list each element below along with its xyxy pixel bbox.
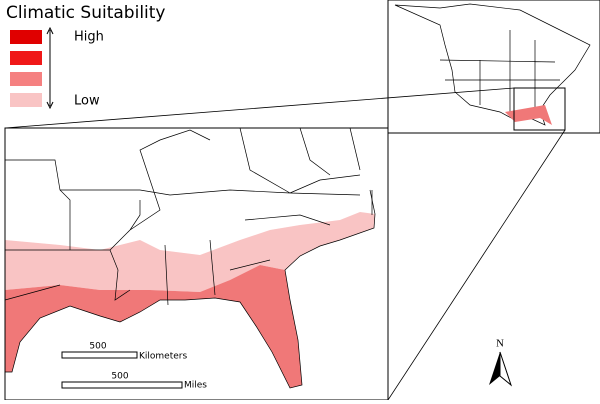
north-arrow-right bbox=[499, 351, 513, 387]
legend-title: Climatic Suitability bbox=[6, 3, 166, 23]
legend: Climatic Suitability High Low bbox=[0, 0, 170, 112]
legend-swatch bbox=[10, 30, 42, 44]
state-boundaries bbox=[4, 127, 373, 306]
north-arrow: N bbox=[489, 338, 513, 387]
legend-high-label: High bbox=[74, 30, 104, 45]
inset-suitability-region bbox=[505, 105, 552, 125]
legend-swatch bbox=[10, 72, 42, 86]
scale-unit: Miles bbox=[184, 381, 207, 391]
scale-value: 500 bbox=[89, 342, 106, 352]
scale-bar bbox=[61, 381, 183, 389]
leader-line bbox=[4, 87, 515, 129]
inset-map bbox=[387, 0, 600, 134]
legend-low-label: Low bbox=[74, 94, 100, 109]
inset-extent-box bbox=[513, 87, 566, 131]
scale-value: 500 bbox=[111, 372, 128, 382]
high-suitability-region bbox=[5, 265, 302, 388]
low-suitability-region bbox=[5, 212, 375, 292]
coastline bbox=[5, 189, 376, 389]
north-arrow-left bbox=[489, 352, 500, 385]
north-label: N bbox=[496, 338, 504, 350]
main-map bbox=[4, 127, 389, 401]
legend-arrowheads bbox=[46, 26, 54, 110]
legend-swatch bbox=[10, 93, 42, 107]
scale-bar bbox=[61, 351, 138, 359]
scale-unit: Kilometers bbox=[139, 352, 187, 362]
scale-bars: 500 Kilometers 500 Miles bbox=[61, 342, 207, 391]
legend-swatch bbox=[10, 51, 42, 65]
inset-frame bbox=[387, 0, 600, 134]
leader-line bbox=[387, 129, 566, 401]
